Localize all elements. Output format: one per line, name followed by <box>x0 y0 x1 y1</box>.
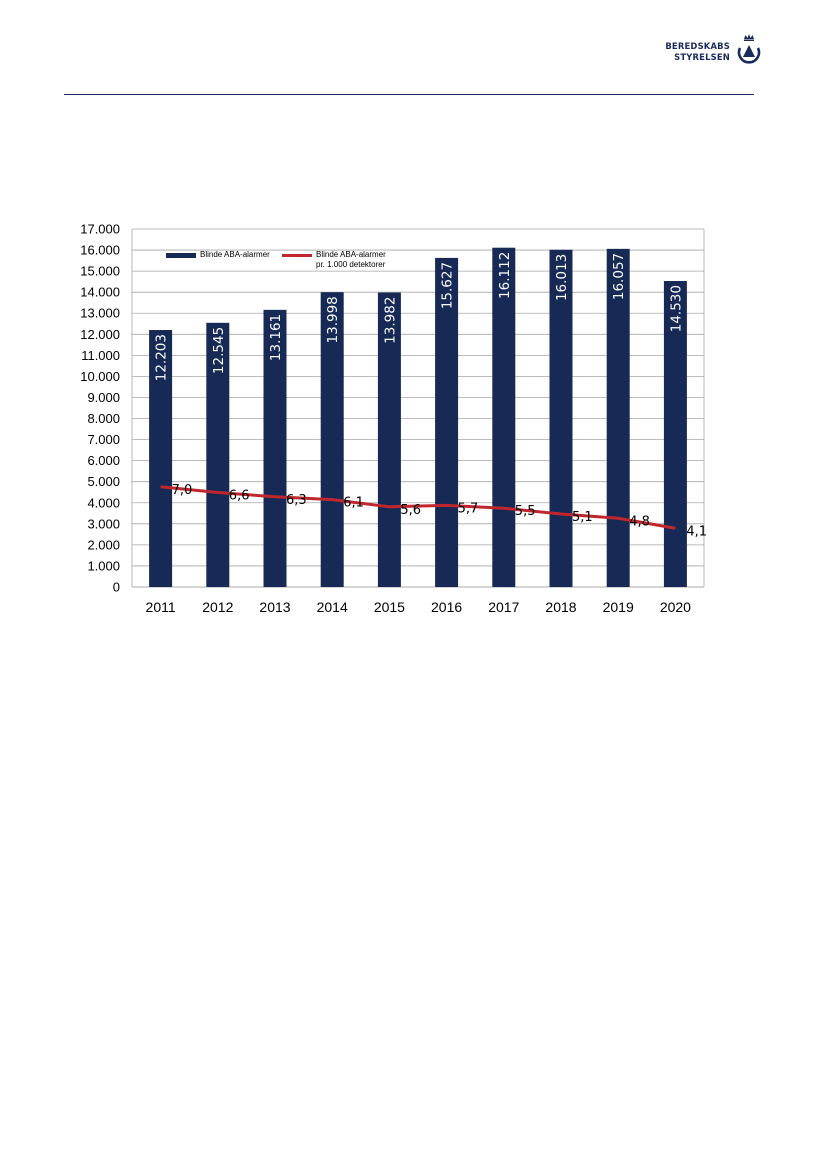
bar <box>149 330 173 587</box>
bar <box>663 281 687 587</box>
bar <box>549 249 573 587</box>
y-tick-label: 7.000 <box>87 432 120 447</box>
bar <box>492 247 516 587</box>
y-tick-label: 8.000 <box>87 411 120 426</box>
y-tick-label: 6.000 <box>87 453 120 468</box>
bar-value-label: 12.545 <box>211 327 227 374</box>
x-tick-label: 2015 <box>374 599 405 615</box>
logo-text: BEREDSKABS STYRELSEN <box>665 41 730 63</box>
legend-swatch-line <box>282 254 312 257</box>
y-tick-label: 0 <box>113 580 120 595</box>
y-tick-label: 15.000 <box>80 264 120 279</box>
bar-value-label: 13.998 <box>325 296 341 343</box>
x-tick-label: 2014 <box>317 599 348 615</box>
y-tick-label: 5.000 <box>87 474 120 489</box>
bar-value-label: 15.627 <box>440 262 456 309</box>
bar-value-label: 16.112 <box>497 252 513 299</box>
header-rule <box>64 94 754 95</box>
x-tick-label: 2016 <box>431 599 462 615</box>
logo: BEREDSKABS STYRELSEN <box>664 28 764 72</box>
y-tick-label: 16.000 <box>80 243 120 258</box>
bar <box>206 322 230 587</box>
crown-triangle-emblem-icon <box>737 34 761 64</box>
bar-value-label: 13.982 <box>382 297 398 344</box>
y-tick-label: 14.000 <box>80 285 120 300</box>
line-series <box>160 485 676 530</box>
x-tick-label: 2019 <box>603 599 634 615</box>
y-tick-label: 11.000 <box>81 348 120 363</box>
y-tick-label: 1.000 <box>87 558 120 573</box>
legend-swatch-bars <box>166 253 196 258</box>
y-tick-label: 12.000 <box>80 327 120 342</box>
bar-value-label: 16.057 <box>611 253 627 300</box>
line-value-label: 6,3 <box>286 493 307 508</box>
legend-item-line: Blinde ABA-alarmer pr. 1.000 detektorer <box>282 250 386 270</box>
y-tick-label: 2.000 <box>87 537 120 552</box>
line-value-label: 7,0 <box>172 483 193 498</box>
x-tick-label: 2018 <box>545 599 576 615</box>
x-tick-label: 2012 <box>202 599 233 615</box>
x-tick-label: 2011 <box>146 599 176 615</box>
legend-label-bars: Blinde ABA-alarmer <box>200 250 270 259</box>
y-tick-label: 10.000 <box>80 369 120 384</box>
bar-value-label: 16.013 <box>554 254 570 301</box>
line-value-label: 5,7 <box>458 501 479 516</box>
bar-value-label: 12.203 <box>154 334 170 381</box>
bar-value-label: 13.161 <box>268 314 284 361</box>
bar <box>606 248 630 588</box>
bar-line-chart: 0 1.000 2.000 3.000 4.000 5.000 6.000 7.000 8.00… <box>80 222 707 616</box>
bar <box>263 309 287 587</box>
x-tick-label: 2017 <box>488 599 519 615</box>
y-tick-label: 4.000 <box>87 495 120 510</box>
line-value-label: 4,1 <box>686 524 707 539</box>
line-value-label: 6,1 <box>343 496 364 511</box>
y-tick-label: 3.000 <box>87 516 120 531</box>
line-value-label: 4,8 <box>629 514 650 529</box>
line-value-label: 5,6 <box>400 503 421 518</box>
y-tick-label: 13.000 <box>80 306 120 321</box>
x-tick-label: 2013 <box>259 599 290 615</box>
y-tick-label: 17.000 <box>80 222 120 237</box>
logo-line-2: STYRELSEN <box>674 52 730 62</box>
line-value-label: 5,1 <box>572 510 593 525</box>
y-tick-label: 9.000 <box>87 390 120 405</box>
x-tick-label: 2020 <box>660 599 691 615</box>
chart-legend: Blinde ABA-alarmer Blinde ABA-alarmer pr… <box>166 250 400 276</box>
line-value-label: 6,6 <box>229 488 250 503</box>
line-value-label: 5,5 <box>515 504 536 519</box>
bar <box>377 292 401 587</box>
logo-line-1: BEREDSKABS <box>665 41 730 51</box>
legend-item-bars: Blinde ABA-alarmer <box>166 250 270 260</box>
bar-value-label: 14.530 <box>668 285 684 332</box>
legend-label-line: Blinde ABA-alarmer pr. 1.000 detektorer <box>316 250 386 269</box>
bar <box>320 292 344 587</box>
